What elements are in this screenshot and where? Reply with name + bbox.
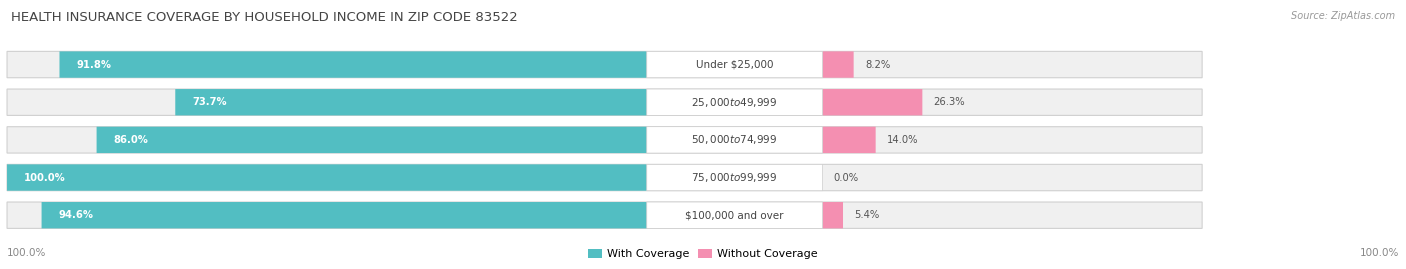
Text: 0.0%: 0.0%	[834, 172, 859, 183]
Text: HEALTH INSURANCE COVERAGE BY HOUSEHOLD INCOME IN ZIP CODE 83522: HEALTH INSURANCE COVERAGE BY HOUSEHOLD I…	[11, 11, 517, 24]
FancyBboxPatch shape	[823, 89, 922, 115]
Text: $25,000 to $49,999: $25,000 to $49,999	[692, 96, 778, 109]
Text: $50,000 to $74,999: $50,000 to $74,999	[692, 133, 778, 146]
FancyBboxPatch shape	[7, 89, 1202, 115]
FancyBboxPatch shape	[823, 202, 844, 228]
FancyBboxPatch shape	[7, 164, 1202, 191]
Text: $100,000 and over: $100,000 and over	[685, 210, 785, 220]
FancyBboxPatch shape	[7, 127, 1202, 153]
FancyBboxPatch shape	[7, 164, 647, 191]
Text: 91.8%: 91.8%	[76, 59, 111, 70]
Text: 14.0%: 14.0%	[887, 135, 918, 145]
Text: 94.6%: 94.6%	[59, 210, 93, 220]
Text: 100.0%: 100.0%	[1360, 248, 1399, 258]
Text: Under $25,000: Under $25,000	[696, 59, 773, 70]
FancyBboxPatch shape	[647, 202, 823, 228]
Text: Source: ZipAtlas.com: Source: ZipAtlas.com	[1291, 11, 1395, 21]
FancyBboxPatch shape	[59, 51, 647, 78]
Text: 73.7%: 73.7%	[193, 97, 226, 107]
FancyBboxPatch shape	[823, 127, 876, 153]
FancyBboxPatch shape	[97, 127, 647, 153]
Text: 100.0%: 100.0%	[24, 172, 66, 183]
FancyBboxPatch shape	[823, 51, 853, 78]
Text: 8.2%: 8.2%	[865, 59, 890, 70]
FancyBboxPatch shape	[647, 127, 823, 153]
FancyBboxPatch shape	[647, 89, 823, 115]
FancyBboxPatch shape	[647, 164, 823, 191]
FancyBboxPatch shape	[7, 202, 1202, 228]
Text: $75,000 to $99,999: $75,000 to $99,999	[692, 171, 778, 184]
FancyBboxPatch shape	[647, 51, 823, 78]
FancyBboxPatch shape	[42, 202, 647, 228]
Text: 100.0%: 100.0%	[7, 248, 46, 258]
Text: 5.4%: 5.4%	[855, 210, 880, 220]
FancyBboxPatch shape	[176, 89, 647, 115]
Legend: With Coverage, Without Coverage: With Coverage, Without Coverage	[583, 244, 823, 263]
Text: 26.3%: 26.3%	[934, 97, 966, 107]
FancyBboxPatch shape	[7, 51, 1202, 78]
Text: 86.0%: 86.0%	[114, 135, 149, 145]
